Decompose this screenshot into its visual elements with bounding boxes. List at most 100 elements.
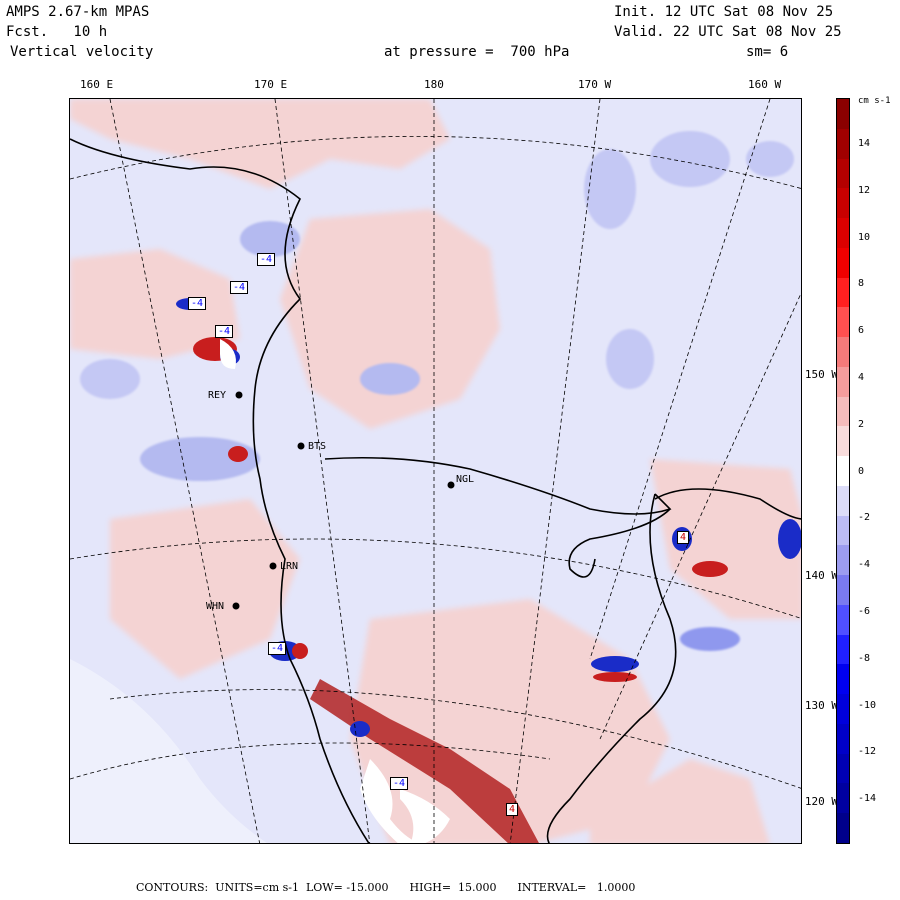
colorbar-segment [837,813,849,844]
colorbar-segment [837,396,849,427]
colorbar-tick-label: -6 [858,606,871,617]
coast-west [70,138,370,843]
mask-region [220,339,236,369]
strong-pos [228,446,248,462]
colorbar-segment [837,604,849,636]
meridian-160w [589,99,771,660]
colorbar-segment [837,426,849,457]
station-whn-label: WHN [206,601,224,612]
station-lrn-label: LRN [280,561,298,572]
colorbar-tick-label: -4 [858,559,871,571]
parallel [70,135,801,189]
strong-neg [591,656,639,672]
colorbar-tick-label: -12 [858,746,877,758]
colorbar-segment [837,277,849,308]
station-ngl-label: NGL [456,474,474,485]
colorbar-segment [837,753,849,784]
colorbar [836,98,850,844]
coast-northeast [654,488,801,520]
station-bts-marker [297,442,305,450]
coastline [70,138,801,843]
colorbar-segment [837,158,849,189]
forecast-hour: Fcst. 10 h [6,24,108,40]
contour-marker: -4 [268,642,287,655]
coast-east [568,508,671,578]
strong-pos [593,672,637,682]
neg-patch [584,149,636,229]
colorbar-tick-label: 0 [858,465,865,477]
station-ngl-marker [447,481,455,489]
lon-label: 180 [424,78,444,91]
parallel [70,742,551,780]
colorbar-tick-label: 8 [858,278,865,290]
lon-label: 170 E [254,78,288,91]
init-time: Init. 12 UTC Sat 08 Nov 25 [614,4,834,20]
station-rey-label: REY [208,390,226,401]
colorbar-segment [837,218,849,249]
colorbar-segment [837,545,849,576]
lat-label: 130 W [804,699,838,712]
pressure-level: at pressure = 700 hPa [384,44,570,60]
station-lrn-marker [269,562,277,570]
lat-label: 120 W [804,795,838,808]
coast-marie-byrd [546,493,677,843]
ice-shelf-front [324,456,672,515]
map-canvas: REY BTS NGL LRN WHN [70,99,801,843]
transantarctic-waves [310,679,539,843]
pos-region [280,209,500,429]
neg-patch [140,437,260,481]
colorbar-segment [837,99,849,130]
vertical-velocity-map: REY BTS NGL LRN WHN -4 -4 -4 -4 4 -4 -4 … [69,98,802,844]
colorbar-segment [837,337,849,368]
station-rey-marker [235,391,243,399]
valid-time: Valid. 22 UTC Sat 08 Nov 25 [614,24,842,40]
contour-marker: -4 [257,253,276,266]
station-whn-marker [232,602,240,610]
neg-patch [680,627,740,651]
pos-region [590,759,770,843]
contour-marker: -4 [230,281,249,294]
strong-neg [350,721,370,737]
mask-region [400,789,450,843]
pos-region [650,459,801,619]
colorbar-segment [837,307,849,338]
graticule [70,99,801,843]
colorbar-unit: cm s-1 [858,96,891,106]
colorbar-tick-label: 2 [858,418,865,430]
variable-name: Vertical velocity [10,44,154,60]
colorbar-tick-label: 4 [858,372,865,383]
stations: REY BTS NGL LRN WHN [206,390,474,612]
parallel [70,538,801,619]
lon-label: 170 W [578,78,612,91]
colorbar-segment [837,515,849,546]
colorbar-tick-label: 10 [858,231,871,243]
strong-pos [692,561,728,577]
colorbar-segment [837,723,849,755]
smoothing-value: sm= 6 [746,44,789,60]
contour-info-footer: CONTOURS: UNITS=cm s-1 LOW= -15.000 HIGH… [136,881,636,894]
meridian-150w [599,292,801,740]
colorbar-segment [837,247,849,279]
lat-label: 140 W [804,569,838,582]
colorbar-segment [837,485,849,517]
colorbar-segment [837,456,849,487]
colorbar-tick-label: 14 [858,138,871,149]
strong-pos [292,643,308,659]
colorbar-segment [837,694,849,725]
neg-patch [606,329,654,389]
terrain-mask [220,339,450,843]
colorbar-segment [837,664,849,695]
station-bts-label: BTS [308,441,326,452]
contour-marker: -4 [188,297,207,310]
colorbar-segment [837,783,849,814]
neg-patch [650,131,730,187]
meridian-170e [274,99,371,843]
positive-field [70,99,801,843]
strong-neg [778,519,801,559]
negative-field [80,131,794,651]
meridian-170w [509,99,601,843]
neg-patch [360,363,420,395]
domain-edge-fade [70,659,268,843]
colorbar-segment [837,575,849,606]
colorbar-tick-label: -14 [858,793,877,805]
